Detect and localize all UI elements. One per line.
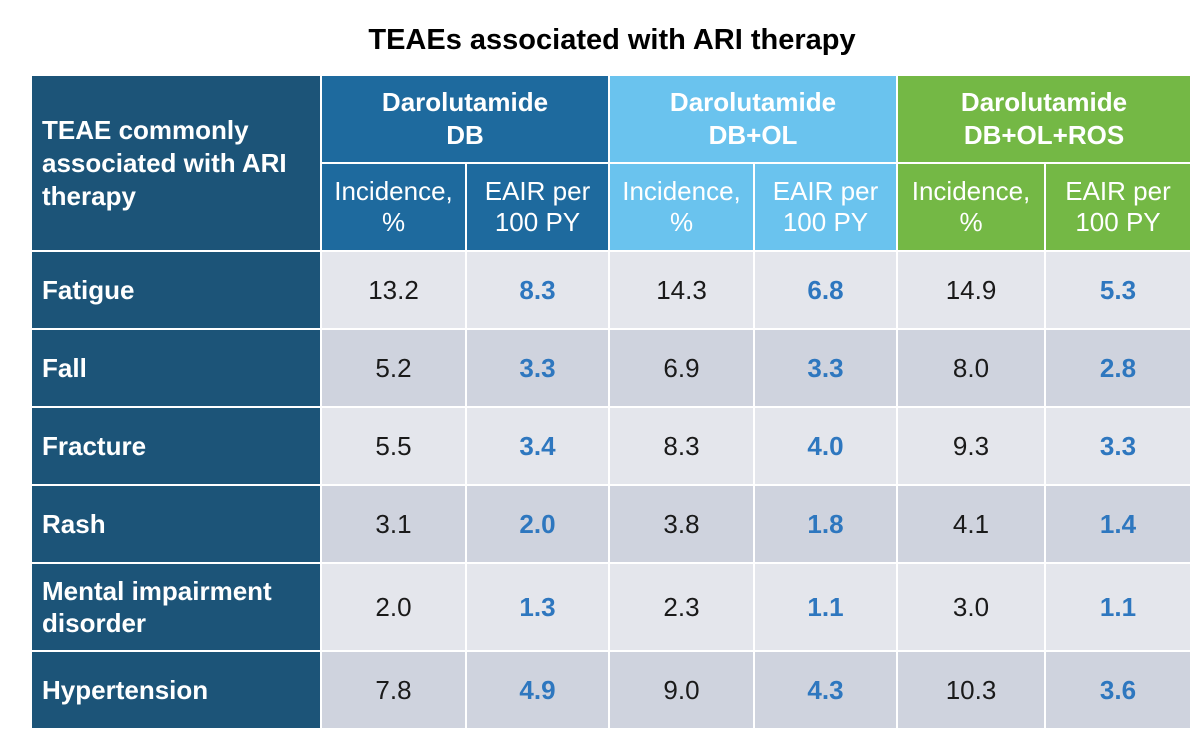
table-row: Hypertension 7.8 4.9 9.0 4.3 10.3 3.6 (30, 650, 1192, 730)
group-name-line2: DB+OL (708, 120, 798, 150)
subheader-line: Incidence, (911, 176, 1031, 206)
table-row: Mental impairment disorder 2.0 1.3 2.3 1… (30, 562, 1192, 652)
eair-cell: 6.8 (753, 250, 898, 330)
subheader-line: EAIR per (772, 176, 879, 206)
incidence-cell: 3.8 (608, 484, 755, 564)
row-label: Mental impairment disorder (30, 562, 322, 652)
incidence-cell: 8.3 (608, 406, 755, 486)
eair-cell: 4.0 (753, 406, 898, 486)
subheader-incidence: Incidence,% (608, 162, 755, 252)
table-row: Rash 3.1 2.0 3.8 1.8 4.1 1.4 (30, 484, 1192, 564)
group-name-line1: Darolutamide (960, 87, 1128, 117)
eair-cell: 2.0 (465, 484, 610, 564)
eair-cell: 3.3 (1044, 406, 1192, 486)
incidence-cell: 14.9 (896, 250, 1046, 330)
eair-cell: 4.3 (753, 650, 898, 730)
subheader-incidence: Incidence,% (896, 162, 1046, 252)
page-title: TEAEs associated with ARI therapy (368, 24, 856, 56)
eair-cell: 3.4 (465, 406, 610, 486)
subheader-line: % (669, 207, 694, 237)
group-header-db-ol: Darolutamide DB+OL (608, 74, 898, 164)
subheader-line: Incidence, (334, 176, 453, 206)
row-label: Fall (30, 328, 322, 408)
group-name-line2: DB (446, 120, 484, 150)
incidence-cell: 3.0 (896, 562, 1046, 652)
incidence-cell: 9.3 (896, 406, 1046, 486)
eair-cell: 1.8 (753, 484, 898, 564)
incidence-cell: 8.0 (896, 328, 1046, 408)
subheader-line: % (381, 207, 406, 237)
eair-cell: 5.3 (1044, 250, 1192, 330)
incidence-cell: 10.3 (896, 650, 1046, 730)
group-name-line1: Darolutamide (669, 87, 837, 117)
eair-cell: 1.1 (753, 562, 898, 652)
eair-cell: 1.1 (1044, 562, 1192, 652)
subheader-line: 100 PY (782, 207, 869, 237)
subheader-eair: EAIR per 100 PY (753, 162, 898, 252)
subheader-line: Incidence, (622, 176, 741, 206)
subheader-eair: EAIR per 100 PY (465, 162, 610, 252)
eair-cell: 3.3 (753, 328, 898, 408)
eair-cell: 8.3 (465, 250, 610, 330)
eair-cell: 4.9 (465, 650, 610, 730)
group-header-db: Darolutamide DB (320, 74, 610, 164)
row-label: Fracture (30, 406, 322, 486)
row-label: Fatigue (30, 250, 322, 330)
table-row: Fracture 5.5 3.4 8.3 4.0 9.3 3.3 (30, 406, 1192, 486)
incidence-cell: 4.1 (896, 484, 1046, 564)
incidence-cell: 2.0 (320, 562, 467, 652)
table-row: Fatigue 13.2 8.3 14.3 6.8 14.9 5.3 (30, 250, 1192, 330)
eair-cell: 1.3 (465, 562, 610, 652)
incidence-cell: 2.3 (608, 562, 755, 652)
eair-cell: 3.3 (465, 328, 610, 408)
incidence-cell: 6.9 (608, 328, 755, 408)
row-label: Hypertension (30, 650, 322, 730)
incidence-cell: 5.5 (320, 406, 467, 486)
incidence-cell: 5.2 (320, 328, 467, 408)
subheader-line: 100 PY (494, 207, 581, 237)
subheader-eair: EAIR per 100 PY (1044, 162, 1192, 252)
subheader-line: EAIR per (484, 176, 591, 206)
row-label: Rash (30, 484, 322, 564)
group-name-line1: Darolutamide (381, 87, 549, 117)
subheader-line: EAIR per (1065, 176, 1171, 206)
teae-table: TEAE commonly associated with ARI therap… (30, 74, 1192, 730)
eair-cell: 1.4 (1044, 484, 1192, 564)
subheader-row: Incidence,% EAIR per 100 PY Incidence,% E… (31, 162, 1192, 252)
eair-cell: 3.6 (1044, 650, 1192, 730)
subheader-line: % (959, 207, 983, 237)
incidence-cell: 3.1 (320, 484, 467, 564)
group-header-db-ol-ros: Darolutamide DB+OL+ROS (896, 74, 1192, 164)
group-header-row: TEAE commonly associated with ARI therap… (30, 74, 1192, 252)
subheader-incidence: Incidence,% (320, 162, 467, 252)
subheader-line: 100 PY (1075, 207, 1161, 237)
corner-header: TEAE commonly associated with ARI therap… (30, 74, 322, 252)
incidence-cell: 13.2 (320, 250, 467, 330)
incidence-cell: 9.0 (608, 650, 755, 730)
group-name-line2: DB+OL+ROS (963, 120, 1125, 150)
eair-cell: 2.8 (1044, 328, 1192, 408)
incidence-cell: 14.3 (608, 250, 755, 330)
incidence-cell: 7.8 (320, 650, 467, 730)
table-row: Fall 5.2 3.3 6.9 3.3 8.0 2.8 (30, 328, 1192, 408)
